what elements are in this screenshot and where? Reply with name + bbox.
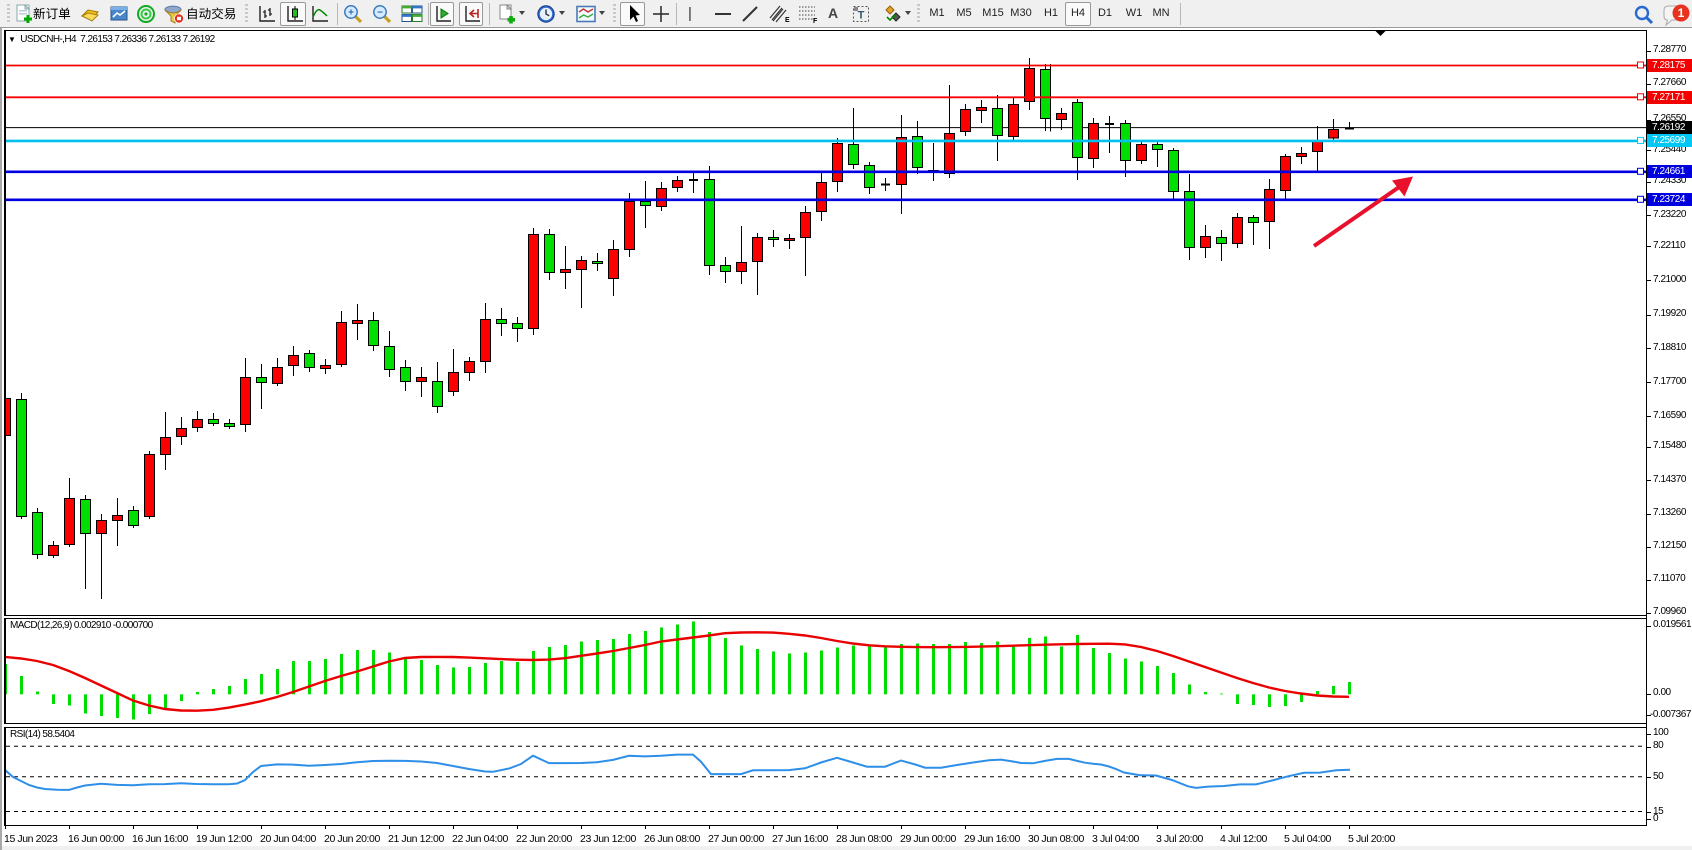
- svg-text:T: T: [858, 10, 865, 22]
- svg-text:+: +: [348, 8, 354, 19]
- svg-text:1: 1: [1678, 6, 1685, 20]
- svg-text:F: F: [813, 18, 818, 24]
- svg-text:−: −: [377, 8, 383, 19]
- svg-text:E: E: [785, 17, 790, 24]
